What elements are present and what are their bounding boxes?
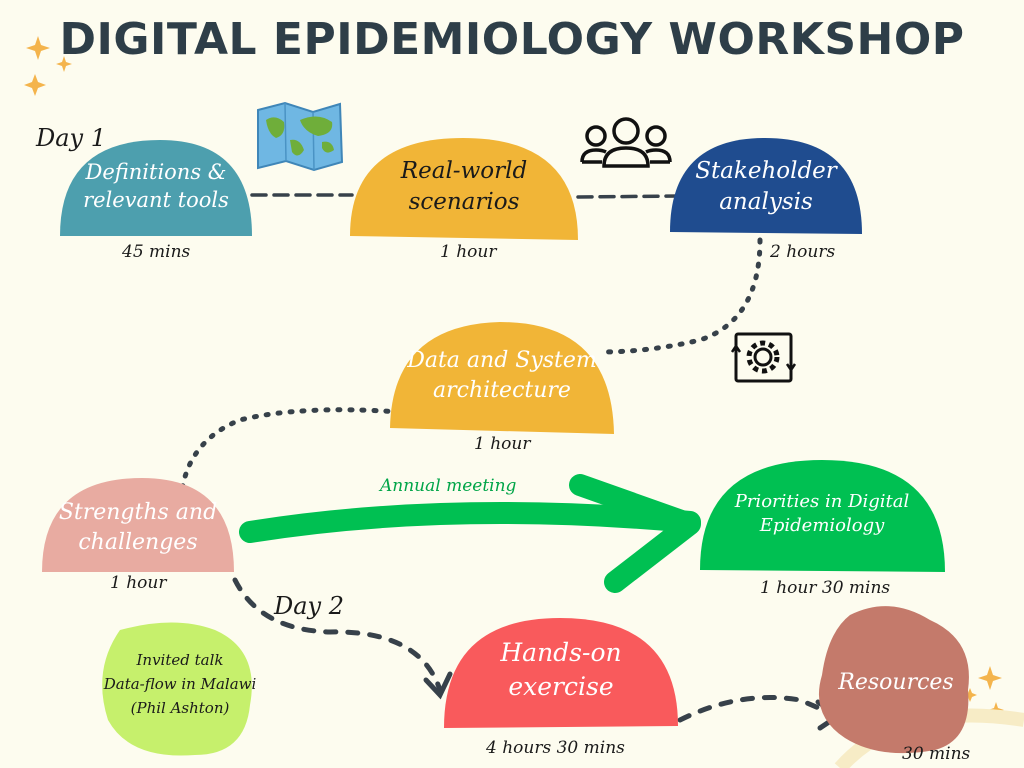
connector-lines: [179, 193, 843, 731]
resources-duration: 30 mins: [902, 744, 971, 764]
invited-line3: (Phil Ashton): [130, 699, 230, 717]
gear-cycle-icon: [730, 332, 797, 383]
realworld-line2: scenarios: [408, 189, 520, 216]
stakeholder-shape: [670, 138, 862, 234]
priorities-node: Priorities in Digital Epidemiology: [702, 490, 942, 539]
invited-talk-node: Invited talk Data-flow in Malawi (Phil A…: [96, 648, 264, 720]
stakeholder-node: Stakeholder analysis: [672, 156, 860, 218]
resources-shape: [818, 606, 969, 754]
people-group-icon: [580, 117, 672, 168]
definitions-shape: [60, 140, 252, 236]
handson-line2: exercise: [508, 671, 614, 701]
strengths-duration: 1 hour: [110, 573, 167, 593]
stakeholder-line2: analysis: [719, 189, 813, 216]
definitions-node: Definitions & relevant tools: [66, 158, 246, 215]
resources-line1: Resources: [838, 670, 954, 695]
annual-meeting-label: Annual meeting: [380, 476, 517, 496]
definitions-line1: Definitions &: [85, 160, 227, 184]
strengths-line2: challenges: [78, 529, 198, 555]
day1-label: Day 1: [36, 124, 107, 152]
realworld-node: Real-world scenarios: [352, 156, 576, 218]
strengths-line1: Strengths and: [58, 500, 218, 525]
invited-shape: [102, 622, 252, 756]
datasystem-line2: architecture: [433, 377, 571, 403]
stakeholder-line1: Stakeholder: [695, 158, 837, 184]
realworld-line1: Real-world: [400, 158, 528, 184]
realworld-shape: [350, 138, 578, 240]
realworld-duration: 1 hour: [440, 242, 497, 262]
handson-line1: Hands-on: [500, 638, 622, 667]
handson-duration: 4 hours 30 mins: [486, 738, 625, 758]
invited-line2: Data-flow in Malawi: [103, 675, 257, 693]
handson-shape: [444, 618, 678, 728]
datasystem-node: Data and System architecture: [392, 346, 612, 405]
handson-node: Hands-on exercise: [446, 636, 676, 704]
datasystem-line1: Data and System: [407, 348, 597, 373]
definitions-line2: relevant tools: [83, 188, 229, 213]
priorities-line2: Epidemiology: [759, 515, 885, 537]
definitions-duration: 45 mins: [122, 242, 191, 262]
strengths-shape: [42, 478, 234, 572]
datasystem-duration: 1 hour: [474, 434, 531, 454]
day2-label: Day 2: [274, 592, 345, 620]
resources-node: Resources: [824, 668, 968, 698]
invited-line1: Invited talk: [136, 651, 224, 669]
strengths-node: Strengths and challenges: [44, 498, 232, 557]
sparkle-icon: [24, 36, 72, 96]
priorities-line1: Priorities in Digital: [734, 491, 910, 512]
datasystem-shape: [390, 322, 614, 434]
world-map-icon: [257, 101, 344, 172]
priorities-shape: [700, 460, 945, 572]
stakeholder-duration: 2 hours: [770, 242, 836, 262]
priorities-duration: 1 hour 30 mins: [760, 578, 891, 598]
page-title: DIGITAL EPIDEMIOLOGY WORKSHOP: [59, 14, 965, 65]
annual-meeting-arrow: [239, 474, 701, 593]
